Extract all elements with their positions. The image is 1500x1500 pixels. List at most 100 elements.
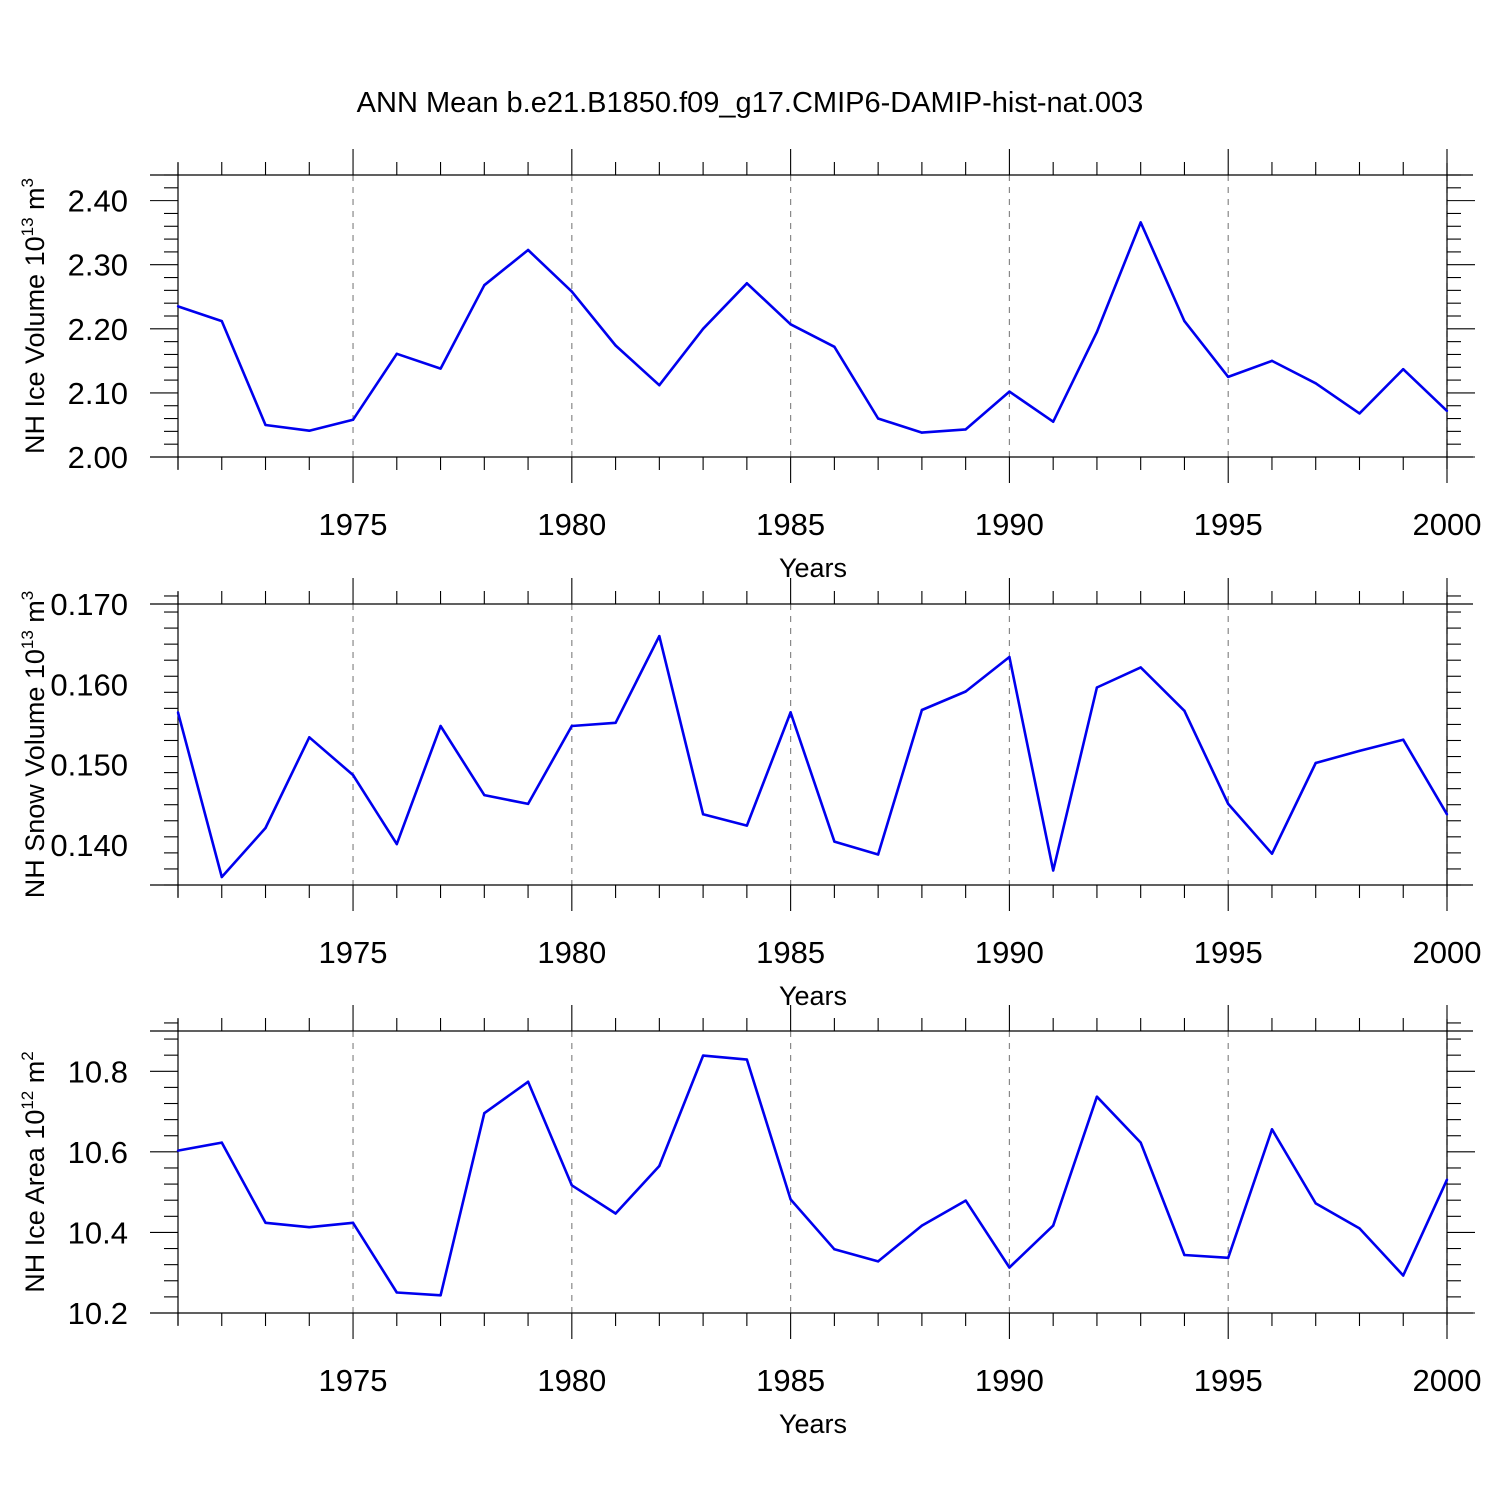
data-point — [1402, 367, 1405, 371]
data-point — [1445, 409, 1449, 413]
panel-3: 10.2 10.4 10.6 10.8 1975 1980 1985 1990 1995 2000… — [18, 1005, 1481, 1439]
data-point — [1270, 359, 1274, 363]
y-axis-label-unit-exponent: 2 — [18, 1051, 37, 1060]
data-point — [876, 417, 880, 420]
data-point — [308, 1225, 311, 1229]
data-point — [1270, 852, 1274, 855]
data-point — [220, 319, 223, 323]
y-axis-label: NH Ice Volume 1013 m3 — [18, 178, 50, 454]
x-tick-label: 1985 — [756, 507, 825, 542]
data-point — [1139, 221, 1142, 224]
x-tick-label: 1975 — [319, 1363, 388, 1398]
chart-title: ANN Mean b.e21.B1850.f09_g17.CMIP6-DAMIP… — [357, 87, 1144, 119]
x-tick-label: 1985 — [756, 1363, 825, 1398]
data-point — [439, 367, 442, 370]
data-point — [701, 1054, 705, 1057]
data-point — [176, 305, 180, 308]
data-point — [614, 721, 617, 725]
data-point — [570, 1184, 574, 1187]
y-tick-label: 2.00 — [68, 440, 128, 475]
data-point — [964, 690, 967, 693]
x-tick-label: 1990 — [975, 935, 1044, 970]
x-tick-label: 1975 — [319, 507, 388, 542]
data-point — [395, 842, 398, 846]
data-point — [1402, 1274, 1405, 1277]
x-tick-label: 1975 — [319, 935, 388, 970]
data-point — [220, 1141, 223, 1144]
series-line — [176, 634, 1449, 879]
data-point — [176, 1149, 180, 1152]
data-point — [1008, 1266, 1011, 1269]
data-point — [745, 824, 749, 827]
data-point — [526, 1080, 530, 1083]
data-point — [483, 284, 486, 287]
data-point — [658, 384, 661, 387]
y-axis-label-exponent: 13 — [18, 630, 37, 649]
data-point — [1139, 1141, 1142, 1144]
data-point — [1358, 1227, 1361, 1230]
y-axis-label-unit-exponent: 3 — [18, 591, 37, 600]
data-point — [264, 423, 267, 427]
data-point — [789, 711, 792, 714]
data-point — [964, 1199, 967, 1202]
data-point — [1183, 1253, 1186, 1257]
data-point — [439, 1294, 442, 1297]
series-line — [177, 221, 1448, 434]
y-tick-label: 2.30 — [68, 248, 128, 283]
x-tick-label: 1995 — [1194, 1363, 1263, 1398]
data-point — [1227, 802, 1230, 806]
data-point — [658, 1164, 661, 1168]
data-point — [526, 248, 530, 252]
y-tick-label: 0.140 — [50, 828, 128, 863]
y-axis-label-text: NH Ice Volume 10 — [20, 236, 50, 454]
x-tick-label: 2000 — [1413, 1363, 1482, 1398]
data-point — [701, 813, 705, 816]
data-point — [920, 431, 924, 434]
x-tick-label: 1990 — [975, 507, 1044, 542]
y-axis-label: NH Ice Area 1012 m2 — [18, 1051, 50, 1292]
x-tick-label: 1980 — [537, 1363, 606, 1398]
y-axis-label-text: NH Snow Volume 10 — [20, 649, 50, 898]
data-point — [264, 1221, 267, 1224]
data-point — [920, 708, 924, 712]
data-point — [964, 428, 967, 431]
data-point — [1139, 666, 1142, 669]
x-tick-label: 1980 — [537, 935, 606, 970]
x-axis-label: Years — [779, 553, 847, 583]
y-tick-label: 0.150 — [50, 748, 128, 783]
data-point — [1227, 1256, 1230, 1260]
data-point — [1051, 420, 1055, 423]
data-point — [395, 1291, 398, 1294]
data-point — [176, 711, 180, 714]
data-point — [1183, 319, 1186, 323]
y-axis-label: NH Snow Volume 1013 m3 — [18, 591, 50, 899]
data-point — [483, 793, 486, 797]
data-point — [1314, 761, 1317, 765]
data-point — [264, 826, 267, 830]
data-point — [745, 1058, 749, 1061]
data-point — [1095, 1095, 1099, 1098]
data-point — [439, 724, 442, 728]
data-point — [1358, 412, 1361, 415]
y-tick-label: 0.170 — [50, 587, 128, 622]
data-point — [1358, 749, 1361, 753]
data-point — [308, 429, 311, 432]
data-point — [1445, 813, 1449, 816]
y-tick-label: 10.8 — [68, 1054, 128, 1089]
data-point — [745, 282, 749, 285]
x-tick-label: 1990 — [975, 1363, 1044, 1398]
data-point — [614, 1212, 617, 1215]
data-point — [876, 1260, 880, 1263]
data-point — [833, 345, 836, 348]
data-point — [1227, 375, 1230, 379]
data-point — [308, 736, 311, 739]
data-point — [1008, 390, 1011, 393]
y-axis-label-unit: m — [20, 1061, 50, 1091]
data-point — [351, 418, 355, 422]
y-tick-label: 2.40 — [68, 184, 128, 219]
data-point — [701, 327, 705, 331]
data-point — [570, 724, 574, 728]
data-point — [1445, 1178, 1449, 1181]
y-axis-label-exponent: 12 — [18, 1091, 37, 1110]
